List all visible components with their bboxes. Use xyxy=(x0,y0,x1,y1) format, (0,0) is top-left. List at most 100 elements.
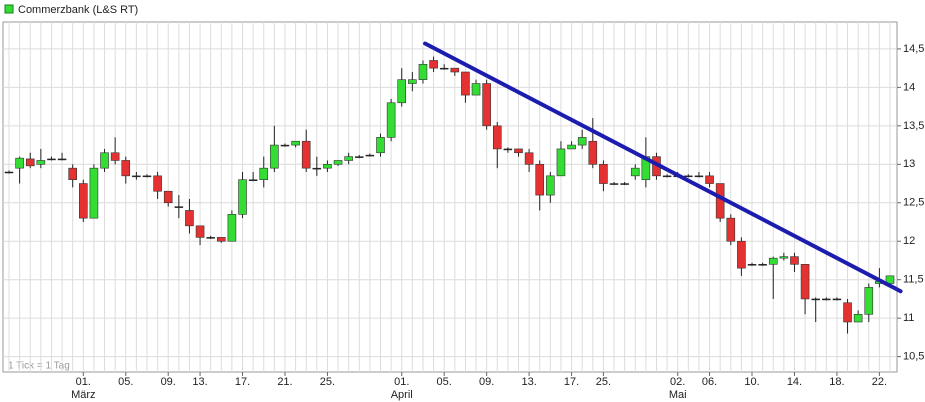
x-tick-label: 05. xyxy=(118,376,133,388)
candle-body xyxy=(333,160,343,165)
candle-body xyxy=(843,302,852,323)
candle-body xyxy=(376,137,385,154)
x-tick-label: 09. xyxy=(161,376,176,388)
candle-body xyxy=(57,158,67,161)
x-tick-label: 25. xyxy=(596,376,611,388)
candle-body xyxy=(195,225,205,238)
x-tick-label: 02. xyxy=(670,376,685,388)
candle-body xyxy=(800,264,810,300)
candle-body xyxy=(4,171,14,174)
x-month-label: März xyxy=(71,389,95,401)
candle-body xyxy=(758,264,767,266)
candle-body xyxy=(461,71,470,96)
x-tick-label: 17. xyxy=(235,376,250,388)
candle-body xyxy=(503,148,513,151)
x-tick-label: 13. xyxy=(192,376,207,388)
candle-body xyxy=(142,175,152,178)
candle-body xyxy=(864,287,874,315)
candle-body xyxy=(238,179,247,215)
candle-body xyxy=(312,167,322,170)
y-tick-label: 13,5 xyxy=(903,120,924,132)
candle-body xyxy=(25,158,35,167)
candle-body xyxy=(599,164,608,184)
candle-body xyxy=(832,298,842,301)
candle-body xyxy=(524,152,534,165)
candle-body xyxy=(556,148,566,177)
candle-body xyxy=(110,152,120,161)
candle-body xyxy=(89,167,99,219)
candle-body xyxy=(662,175,672,178)
x-tick-label: 05. xyxy=(437,376,452,388)
candle-body xyxy=(206,237,215,239)
candle-body xyxy=(259,167,269,180)
candle-body xyxy=(132,175,141,178)
candle-body xyxy=(47,158,56,161)
candle-body xyxy=(514,148,523,154)
candle-body xyxy=(482,83,491,127)
x-tick-label: 01. xyxy=(394,376,409,388)
candle-body xyxy=(853,314,863,323)
y-tick-label: 11,5 xyxy=(903,274,924,286)
candle-body xyxy=(620,183,629,185)
candle-body xyxy=(418,64,428,80)
y-tick-label: 10,5 xyxy=(903,351,924,363)
candle-body xyxy=(737,240,746,269)
candle-body xyxy=(630,167,640,177)
candle-body xyxy=(790,256,799,265)
candle-body xyxy=(216,237,226,242)
candle-body xyxy=(694,175,704,178)
candle-body xyxy=(397,79,407,104)
candle-body xyxy=(779,256,789,259)
candle-body xyxy=(450,67,460,73)
x-month-label: April xyxy=(391,389,413,401)
candle-body xyxy=(227,214,237,242)
candle-body xyxy=(567,144,576,150)
candle-body xyxy=(684,175,693,178)
plot-frame xyxy=(2,21,898,373)
x-tick-label: 06. xyxy=(702,376,717,388)
candle-body xyxy=(248,179,258,181)
x-tick-label: 01. xyxy=(76,376,91,388)
candle-body xyxy=(768,257,778,265)
y-tick-label: 13 xyxy=(903,158,915,170)
x-tick-label: 10. xyxy=(744,376,759,388)
candle-body xyxy=(747,264,757,266)
candle-body xyxy=(429,60,438,69)
legend-swatch xyxy=(4,4,14,14)
candle-body xyxy=(471,83,481,96)
candle-body xyxy=(36,160,46,165)
candle-body xyxy=(344,156,353,161)
candle-body xyxy=(822,298,831,301)
x-tick-label: 25. xyxy=(320,376,335,388)
candle-body xyxy=(726,217,736,242)
candle-body xyxy=(365,154,375,157)
candle-body xyxy=(79,183,88,219)
x-tick-label: 21. xyxy=(277,376,292,388)
candle-body xyxy=(492,125,502,150)
x-month-label: Mai xyxy=(669,389,687,401)
y-tick-label: 14,5 xyxy=(903,43,924,55)
y-tick-label: 12,5 xyxy=(903,197,924,209)
candle-body xyxy=(386,102,396,138)
candle-body xyxy=(811,298,820,301)
candle-body xyxy=(68,167,77,180)
y-tick-label: 11 xyxy=(903,312,914,324)
candle-body xyxy=(609,183,619,185)
candle-body xyxy=(153,175,162,192)
candle-body xyxy=(705,175,714,184)
x-tick-label: 18. xyxy=(829,376,844,388)
candle-body xyxy=(355,156,364,158)
x-tick-label: 14. xyxy=(787,376,802,388)
candle-body xyxy=(163,190,173,204)
y-tick-label: 14 xyxy=(903,81,915,93)
y-tick-label: 12 xyxy=(903,235,915,247)
candle-body xyxy=(408,79,417,84)
x-tick-label: 17. xyxy=(564,376,579,388)
candle-body xyxy=(439,67,449,70)
candle-body xyxy=(15,157,24,169)
candle-body xyxy=(174,206,184,208)
footnote: 1 Tick = 1 Tag xyxy=(8,361,70,372)
candle-body xyxy=(535,164,545,196)
x-tick-label: 13. xyxy=(521,376,536,388)
